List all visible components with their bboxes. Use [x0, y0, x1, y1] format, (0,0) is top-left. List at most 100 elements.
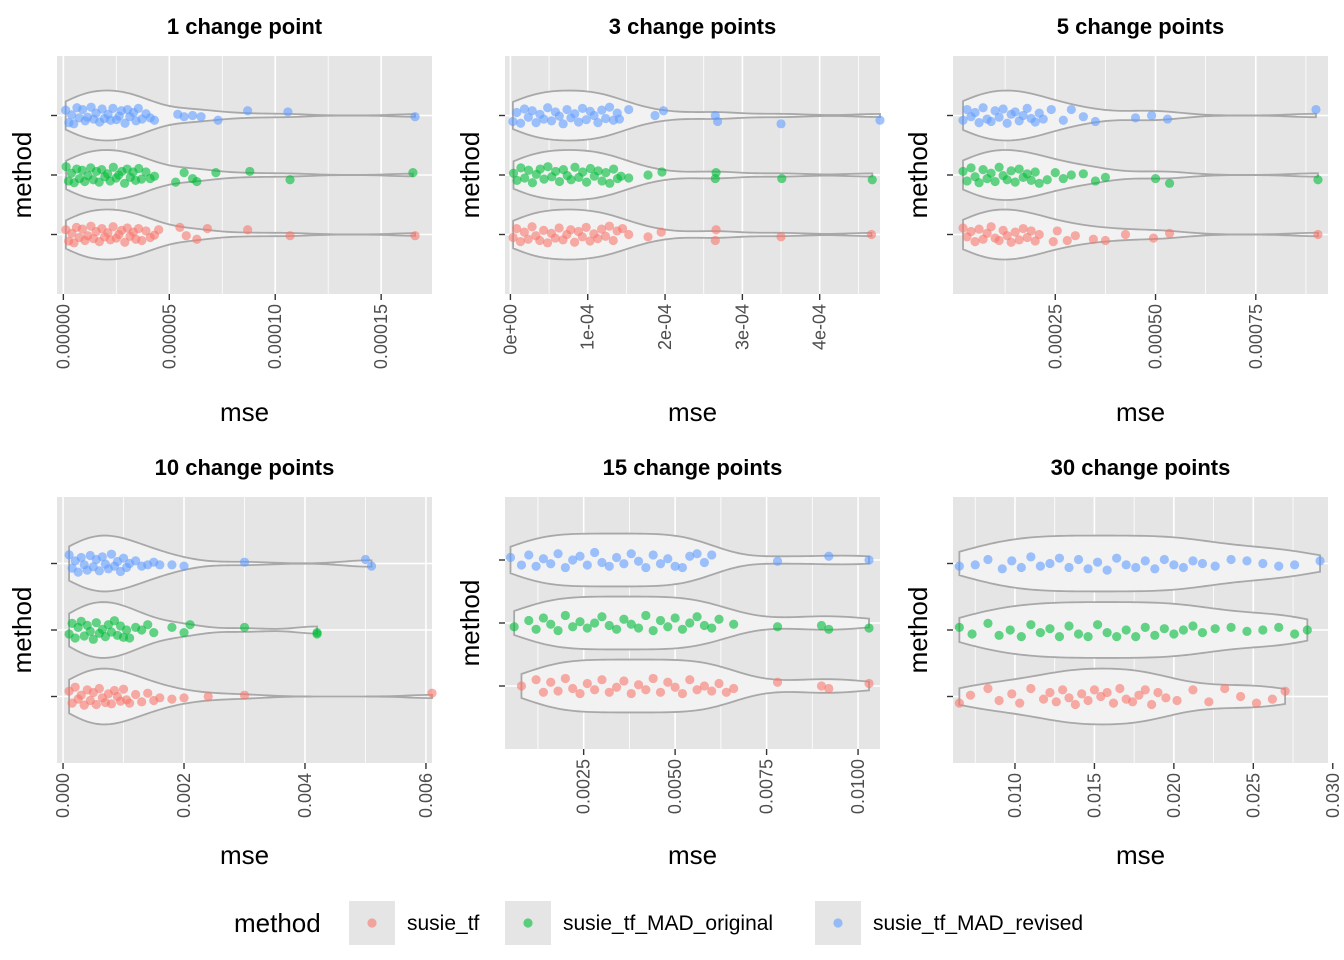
data-point-susie-tf: [965, 690, 976, 700]
data-point-susie-tf: [656, 227, 666, 237]
data-point-susie-tf: [202, 223, 213, 234]
data-point-susie-tf-mad-revised: [560, 562, 570, 573]
data-point-susie-tf: [597, 224, 607, 234]
data-point-susie-tf: [554, 223, 564, 233]
data-point-susie-tf: [175, 222, 185, 232]
panel-30-change-points: 0.010 0.015 0.020 0.025 0.030 30 change point…: [903, 455, 1343, 870]
data-point-susie-tf-mad-original: [685, 618, 695, 628]
data-point-susie-tf-mad-revised: [670, 561, 680, 571]
data-point-susie-tf-mad-revised: [531, 118, 541, 128]
data-point-susie-tf-mad-original: [124, 633, 135, 643]
data-point-susie-tf-mad-revised: [1169, 560, 1179, 570]
data-point-susie-tf: [710, 235, 720, 246]
data-point-susie-tf-mad-original: [551, 166, 561, 177]
data-point-susie-tf: [1052, 226, 1062, 236]
data-point-susie-tf-mad-original: [1083, 632, 1093, 642]
data-point-susie-tf-mad-original: [149, 171, 160, 181]
data-point-susie-tf-mad-original: [597, 612, 607, 622]
data-point-susie-tf-mad-original: [527, 178, 538, 188]
x-tick-label: 0.006: [416, 773, 436, 818]
legend-key-point: [367, 918, 377, 928]
data-point-susie-tf-mad-original: [1197, 628, 1208, 638]
data-point-susie-tf-mad-revised: [106, 549, 117, 559]
data-point-susie-tf-mad-revised: [604, 561, 614, 571]
data-point-susie-tf-mad-original: [508, 168, 519, 178]
data-point-susie-tf: [427, 688, 437, 698]
panel-3-change-points: 0e+00 1e-04 2e-04 3e-04 4e-04 3 change points…: [455, 14, 885, 427]
x-tick-label: 0.020: [1164, 773, 1184, 818]
data-point-susie-tf-mad-revised: [1090, 116, 1100, 127]
data-point-susie-tf: [76, 690, 86, 700]
data-point-susie-tf: [1140, 685, 1150, 695]
data-point-susie-tf: [106, 699, 117, 709]
data-point-susie-tf-mad-revised: [624, 104, 634, 115]
data-point-susie-tf-mad-revised: [360, 554, 371, 565]
x-tick-label: 0.015: [1084, 773, 1104, 818]
data-point-susie-tf-mad-original: [1210, 624, 1220, 634]
x-tick-label: 0e+00: [500, 304, 520, 355]
data-point-susie-tf-mad-original: [88, 634, 98, 644]
data-point-susie-tf-mad-revised: [998, 104, 1008, 114]
x-tick-label: 0.000: [53, 773, 73, 818]
data-point-susie-tf: [137, 235, 147, 246]
legend-item-susie-tf-mad-revised: susie_tf_MAD_revised: [815, 901, 1083, 945]
data-point-susie-tf: [538, 687, 549, 697]
data-point-susie-tf-mad-revised: [655, 559, 666, 569]
data-point-susie-tf: [1026, 683, 1036, 694]
data-point-susie-tf-mad-revised: [1093, 557, 1103, 567]
data-point-susie-tf-mad-revised: [970, 560, 980, 570]
data-point-susie-tf-mad-revised: [604, 102, 615, 112]
data-point-susie-tf-mad-revised: [546, 116, 557, 126]
data-point-susie-tf-mad-revised: [1002, 118, 1012, 128]
data-point-susie-tf: [1089, 685, 1100, 695]
data-point-susie-tf-mad-original: [509, 622, 519, 632]
data-point-susie-tf: [1062, 235, 1072, 246]
data-point-susie-tf-mad-revised: [1078, 112, 1088, 122]
data-point-susie-tf: [581, 222, 591, 232]
data-point-susie-tf-mad-revised: [1046, 104, 1056, 115]
data-point-susie-tf-mad-original: [560, 610, 570, 621]
data-point-susie-tf-mad-original: [611, 624, 622, 634]
data-point-susie-tf: [70, 682, 80, 692]
data-point-susie-tf-mad-original: [1169, 629, 1179, 639]
data-point-susie-tf-mad-original: [966, 163, 976, 173]
data-point-susie-tf: [994, 695, 1004, 706]
data-point-susie-tf-mad-revised: [597, 557, 607, 568]
data-point-susie-tf: [593, 234, 603, 244]
data-point-susie-tf-mad-revised: [1016, 562, 1026, 573]
data-point-susie-tf-mad-revised: [243, 106, 253, 116]
data-point-susie-tf: [1153, 687, 1163, 698]
data-point-susie-tf-mad-original: [543, 162, 553, 172]
data-point-susie-tf-mad-revised: [67, 110, 77, 120]
data-point-susie-tf-mad-revised: [508, 116, 518, 127]
data-point-susie-tf-mad-revised: [187, 110, 198, 121]
data-point-susie-tf-mad-revised: [1030, 117, 1040, 127]
data-point-susie-tf: [685, 675, 695, 685]
data-point-susie-tf: [1251, 698, 1262, 708]
data-point-susie-tf: [566, 225, 576, 235]
panel-title: 30 change points: [1051, 455, 1231, 480]
data-point-susie-tf: [1267, 694, 1277, 704]
data-point-susie-tf-mad-revised: [1022, 103, 1032, 113]
data-point-susie-tf-mad-original: [167, 622, 177, 632]
data-point-susie-tf: [590, 685, 600, 695]
data-point-susie-tf-mad-revised: [593, 118, 603, 128]
data-point-susie-tf-mad-original: [85, 626, 95, 636]
data-point-susie-tf: [535, 235, 545, 246]
data-point-susie-tf-mad-original: [185, 620, 195, 630]
data-point-susie-tf-mad-original: [512, 175, 522, 185]
data-point-susie-tf: [137, 697, 147, 707]
y-axis-title: method: [7, 132, 37, 219]
data-point-susie-tf-mad-revised: [1018, 110, 1028, 121]
data-point-susie-tf: [120, 237, 130, 247]
data-point-susie-tf-mad-original: [538, 613, 549, 623]
legend-title: method: [234, 908, 321, 938]
data-point-susie-tf-mad-original: [983, 618, 993, 628]
data-point-susie-tf: [1172, 695, 1182, 706]
data-point-susie-tf: [692, 685, 702, 695]
data-point-susie-tf-mad-revised: [505, 552, 516, 563]
data-point-susie-tf: [1120, 229, 1131, 240]
data-point-susie-tf: [1018, 223, 1028, 234]
data-point-susie-tf-mad-revised: [78, 104, 88, 115]
data-point-susie-tf-mad-original: [954, 622, 964, 632]
